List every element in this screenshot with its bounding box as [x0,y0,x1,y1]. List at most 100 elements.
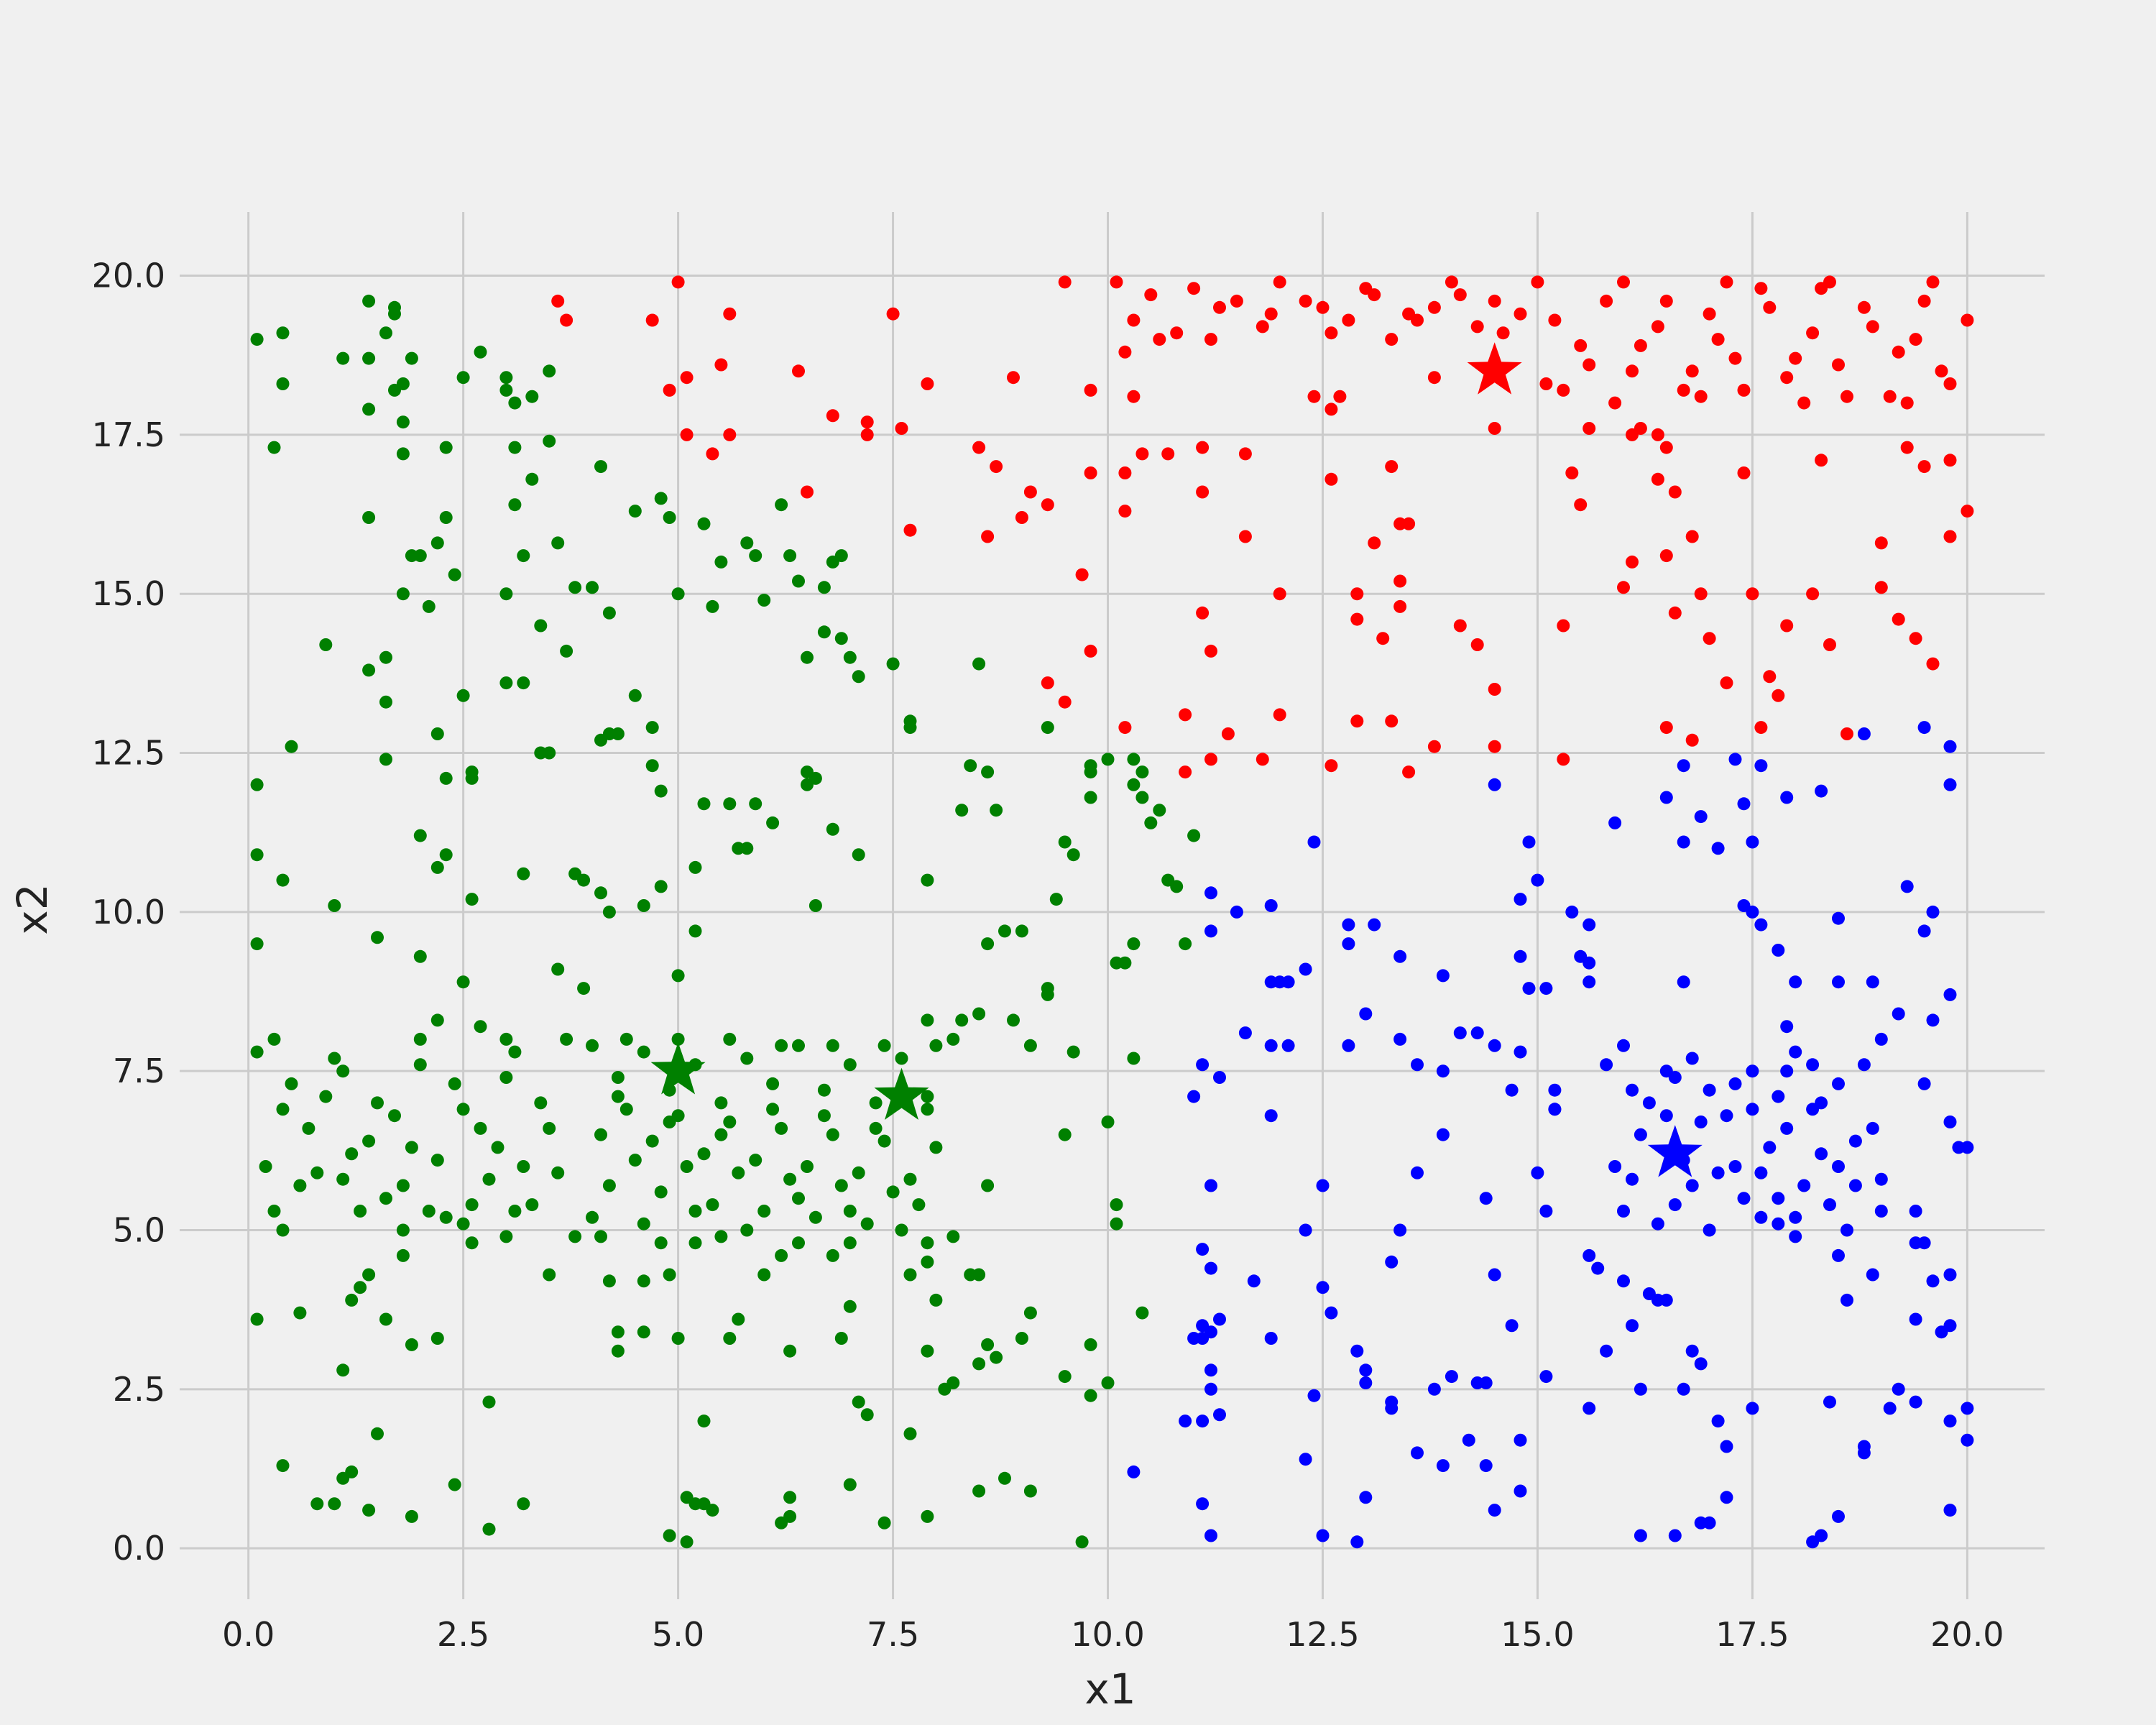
data-point [371,1427,384,1440]
data-point [1548,1103,1562,1116]
data-point [1264,307,1278,321]
data-point [1325,402,1338,416]
data-point [551,962,565,976]
data-point [1806,587,1820,601]
data-point [1101,753,1115,766]
data-point [611,1090,625,1103]
data-point [663,511,676,524]
data-point [1514,893,1527,906]
data-point [568,1230,582,1243]
data-point [834,632,848,645]
data-point [1917,1236,1931,1250]
data-point [1685,364,1699,378]
data-point [663,383,676,397]
data-point [1659,721,1673,735]
data-point [1316,1281,1330,1294]
data-point [1728,753,1742,766]
data-point [1350,587,1364,601]
data-point [1857,300,1871,314]
data-point [1832,911,1845,925]
data-point [981,765,995,779]
data-point [1763,300,1777,314]
data-point [1196,1058,1210,1072]
data-point [1943,1268,1957,1282]
data-point [1359,1491,1373,1504]
data-point [1900,880,1914,893]
data-point [594,460,607,474]
data-point [1659,294,1673,308]
data-point [508,1205,522,1218]
data-point [1204,1529,1217,1542]
data-point [972,1484,986,1498]
data-point [1711,842,1725,855]
data-point [1067,1045,1080,1059]
data-point [293,1306,307,1320]
data-point [1720,1440,1733,1453]
data-point [817,1109,831,1123]
data-point [1917,460,1931,474]
data-point [628,689,642,702]
data-point [1703,1083,1716,1097]
data-point [1961,505,1974,518]
data-point [1385,714,1399,728]
data-point [345,1293,359,1307]
data-point [775,498,788,512]
data-point [1600,1058,1613,1072]
data-point [1213,1312,1226,1326]
data-point [1926,1274,1940,1288]
data-point [465,1198,479,1212]
data-point [783,1344,797,1358]
data-point [499,676,513,690]
y-tick-label: 7.5 [113,1052,165,1090]
data-point [1685,733,1699,747]
data-point [929,1039,943,1052]
data-point [594,1230,607,1243]
data-point [568,867,582,880]
y-tick-label: 5.0 [113,1211,165,1250]
data-point [645,759,659,773]
data-point [1617,1205,1630,1218]
data-point [430,727,444,740]
data-point [362,1268,376,1282]
data-point [1720,1491,1733,1504]
data-point [371,1096,384,1110]
data-point [1256,320,1269,334]
data-point [1213,300,1226,314]
data-point [1720,275,1733,289]
data-point [1746,835,1759,849]
data-point [1084,466,1097,479]
data-point [1634,339,1647,352]
data-point [843,1058,857,1072]
data-point [499,1230,513,1243]
data-point [1789,1230,1802,1243]
data-point [534,1096,548,1110]
data-point [1583,422,1596,435]
data-point [1368,288,1381,302]
data-point [1815,1147,1828,1161]
data-point [860,415,874,429]
data-point [508,1045,522,1059]
data-point [1316,1179,1330,1192]
data-point [1917,721,1931,735]
data-point [1023,1484,1037,1498]
data-point [1427,300,1441,314]
data-point [250,1045,264,1059]
data-point [921,1255,934,1269]
data-point [1874,581,1888,594]
data-point [1917,924,1931,938]
data-point [1789,351,1802,365]
data-point [1273,275,1286,289]
data-point [1110,1198,1123,1212]
data-point [1857,1058,1871,1072]
data-point [1892,345,1905,359]
data-point [671,587,685,601]
data-point [1015,924,1028,938]
data-point [1763,1141,1777,1154]
data-point [1049,893,1063,906]
data-point [1187,282,1201,295]
data-point [732,1166,745,1179]
data-point [594,886,607,900]
data-point [912,1198,926,1212]
data-point [1935,1325,1948,1339]
data-point [508,498,522,512]
